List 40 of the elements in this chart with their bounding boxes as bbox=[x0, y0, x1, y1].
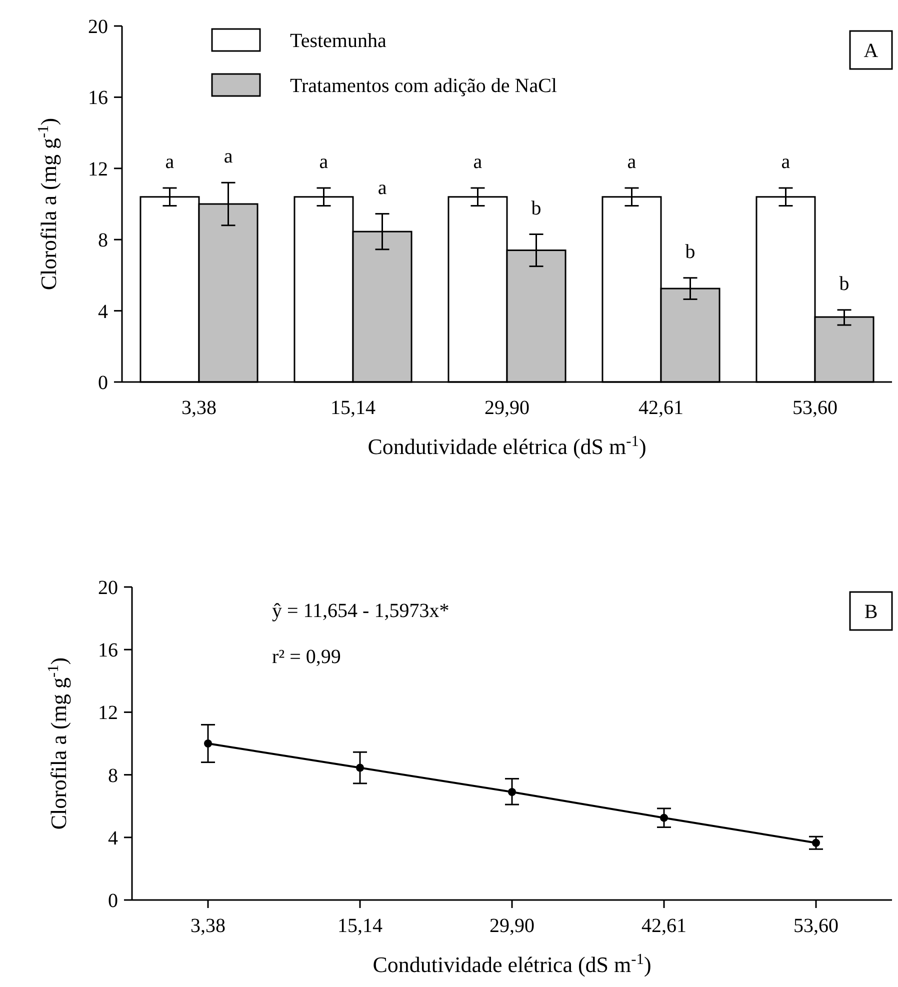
annotation: a bbox=[165, 150, 174, 173]
x-axis-title: Condutividade elétrica (dS m$^{-1}$) bbox=[372, 950, 652, 977]
x-tick-label: 3,38 bbox=[190, 915, 226, 937]
y-tick-label: 4 bbox=[98, 300, 108, 323]
y-tick-label: 16 bbox=[98, 640, 118, 662]
x-tick-label: 15,14 bbox=[330, 397, 376, 419]
y-tick-label: 12 bbox=[98, 702, 118, 724]
annotation: a bbox=[473, 150, 482, 173]
annotation: b bbox=[531, 197, 542, 220]
y-tick-label: 8 bbox=[108, 764, 118, 787]
annotation: a bbox=[781, 150, 790, 173]
annotation: b bbox=[685, 240, 696, 263]
y-tick-label: 0 bbox=[98, 372, 108, 394]
y-tick-label: 0 bbox=[108, 890, 118, 912]
y-tick-label: 4 bbox=[108, 827, 118, 850]
legend-label: Tratamentos com adição de NaCl bbox=[290, 75, 558, 97]
x-tick-label: 42,61 bbox=[642, 915, 686, 937]
y-tick-label: 12 bbox=[88, 158, 108, 180]
x-tick-label: 3,38 bbox=[182, 397, 216, 419]
x-tick-label: 53,60 bbox=[794, 915, 838, 937]
y-tick-label: 20 bbox=[88, 16, 108, 38]
annotation: ŷ = 11,654 - 1,5973x* bbox=[272, 600, 450, 622]
x-tick-label: 42,61 bbox=[638, 397, 684, 419]
y-tick-label: 16 bbox=[88, 87, 108, 110]
annotation: B bbox=[864, 601, 878, 623]
annotation: r² = 0,99 bbox=[272, 646, 341, 668]
annotation: a bbox=[627, 150, 636, 173]
annotation: b bbox=[839, 272, 850, 295]
x-axis-title: Condutividade elétrica (dS m$^{-1}$) bbox=[368, 432, 646, 459]
y-tick-label: 8 bbox=[98, 230, 108, 252]
annotation: a bbox=[378, 176, 387, 199]
x-tick-label: 53,60 bbox=[792, 397, 838, 419]
x-tick-label: 29,90 bbox=[484, 397, 530, 419]
annotation: A bbox=[864, 40, 879, 62]
legend-label: Testemunha bbox=[290, 30, 386, 52]
x-tick-label: 29,90 bbox=[490, 915, 534, 937]
x-tick-label: 15,14 bbox=[338, 915, 382, 937]
annotation: a bbox=[319, 150, 328, 173]
annotation: a bbox=[224, 146, 233, 168]
y-tick-label: 20 bbox=[98, 577, 118, 599]
